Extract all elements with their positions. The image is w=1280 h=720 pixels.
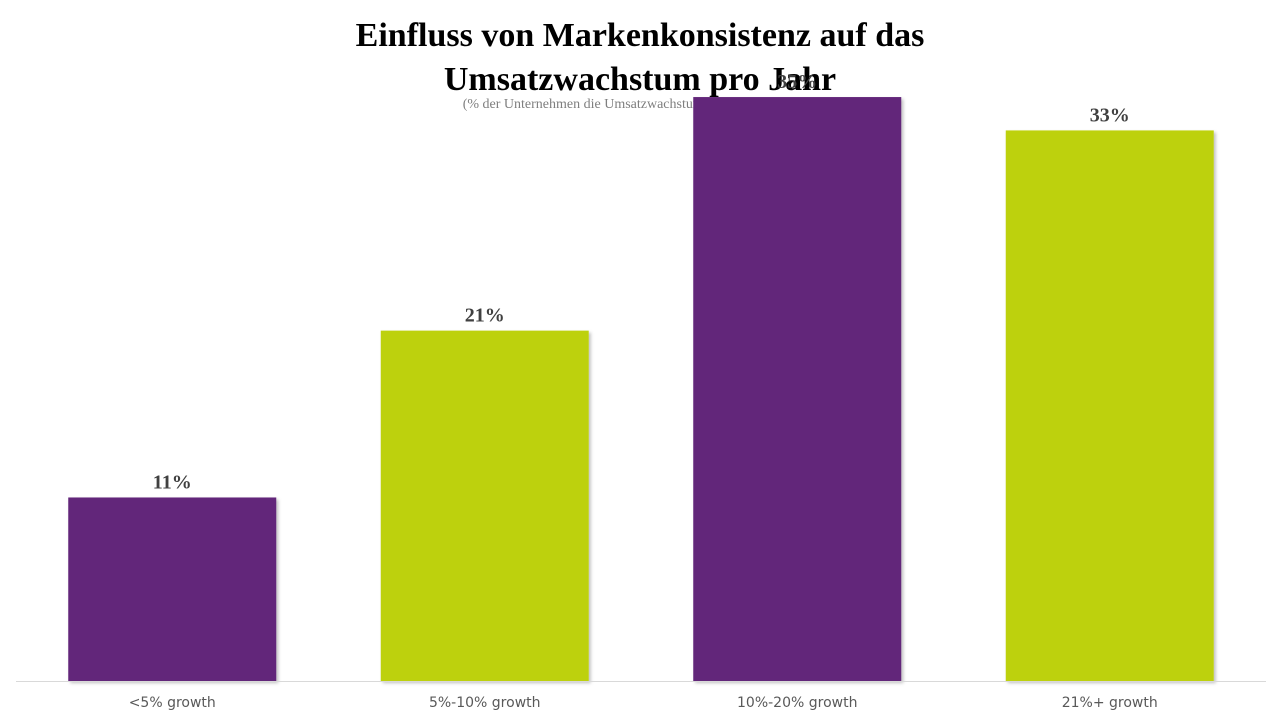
bar-4 (1005, 130, 1214, 682)
x-tick-label-4: 21%+ growth (1062, 695, 1158, 711)
x-tick-label-3: 10%-20% growth (737, 695, 857, 711)
bar-2 (380, 330, 589, 681)
data-label-1: 11% (153, 471, 192, 493)
data-label-2: 21% (465, 305, 505, 327)
x-tick-label-1: <5% growth (129, 695, 216, 711)
data-label-3: 35% (777, 71, 817, 93)
chart-title-line-2: Umsatzwachstum pro Jahr (443, 61, 837, 98)
chart-title: Einfluss von Markenkonsistenz auf das Um… (0, 14, 1280, 102)
chart-title-line-1: Einfluss von Markenkonsistenz auf das (355, 17, 925, 54)
data-label-4: 33% (1090, 104, 1130, 126)
bar-1 (68, 497, 277, 681)
bar-3 (693, 97, 902, 682)
x-tick-label-2: 5%-10% growth (429, 695, 541, 711)
